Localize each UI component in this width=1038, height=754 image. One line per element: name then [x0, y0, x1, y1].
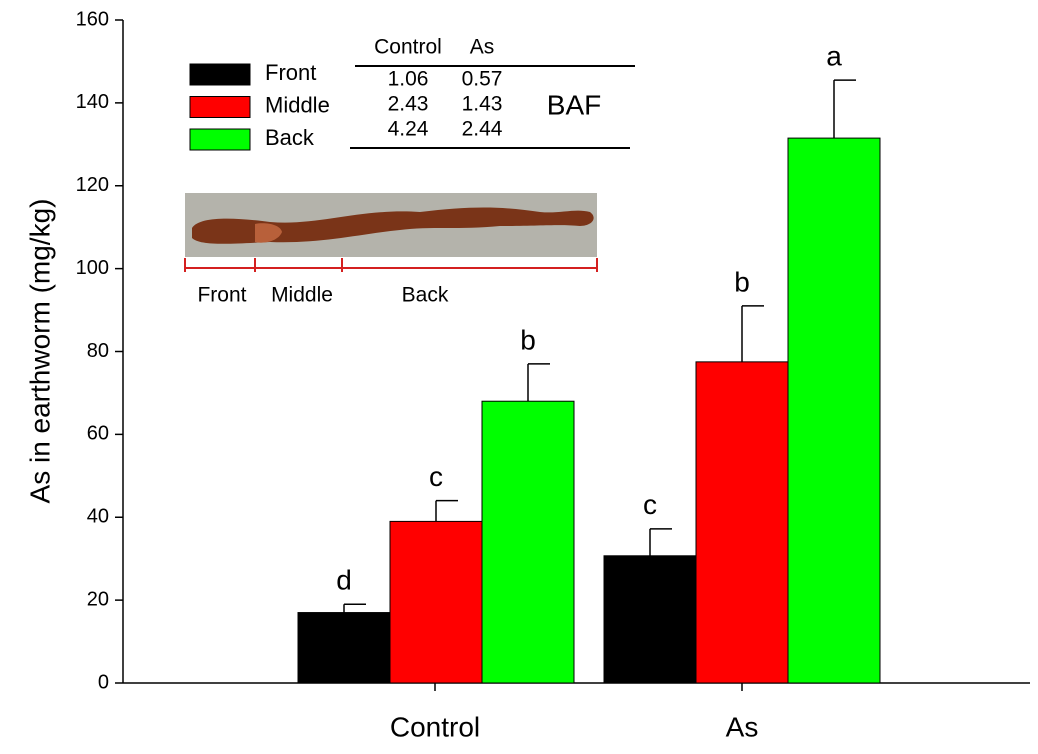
- table-label: BAF: [547, 89, 601, 120]
- y-tick-label: 120: [76, 174, 109, 196]
- table-cell: 0.57: [462, 68, 503, 91]
- bar: [787, 137, 881, 684]
- table-cell: 4.24: [388, 118, 429, 141]
- y-tick-label: 100: [76, 257, 109, 279]
- bar: [297, 612, 391, 684]
- y-tick-label: 60: [87, 423, 109, 445]
- significance-letter: c: [429, 461, 443, 492]
- bar: [603, 555, 697, 684]
- table-header: Control: [374, 36, 442, 59]
- legend-label: Front: [265, 60, 316, 85]
- worm-brackets: [184, 258, 598, 272]
- y-tick-label: 20: [87, 588, 109, 610]
- significance-letter: c: [643, 489, 657, 520]
- significance-letter: a: [826, 40, 842, 71]
- table-cell: 2.44: [462, 118, 503, 141]
- table-header: As: [470, 36, 495, 59]
- legend-swatch: [189, 63, 251, 86]
- worm-label: Middle: [271, 284, 333, 307]
- worm-photo: [185, 193, 597, 257]
- table-cell: 1.43: [462, 93, 503, 116]
- y-tick-label: 0: [98, 671, 109, 693]
- legend-swatch: [189, 128, 251, 151]
- table-cell: 2.43: [388, 93, 429, 116]
- worm-label: Back: [402, 284, 449, 307]
- y-axis-label: As in earthworm (mg/kg): [24, 199, 55, 504]
- significance-letter: d: [336, 565, 352, 596]
- significance-letter: b: [734, 266, 750, 297]
- legend-swatch: [189, 96, 251, 118]
- table-cell: 1.06: [388, 68, 429, 91]
- legend-label: Middle: [265, 92, 330, 117]
- bar: [481, 400, 575, 684]
- x-tick-label: Control: [390, 711, 480, 742]
- significance-letter: b: [520, 324, 536, 355]
- y-tick-label: 140: [76, 91, 109, 113]
- y-tick-label: 40: [87, 506, 109, 528]
- legend-label: Back: [265, 125, 315, 150]
- y-tick-label: 80: [87, 340, 109, 362]
- x-tick-label: As: [726, 711, 759, 742]
- bar: [695, 361, 789, 684]
- bar: [389, 520, 483, 684]
- worm-label: Front: [197, 284, 246, 307]
- y-tick-label: 160: [76, 8, 109, 30]
